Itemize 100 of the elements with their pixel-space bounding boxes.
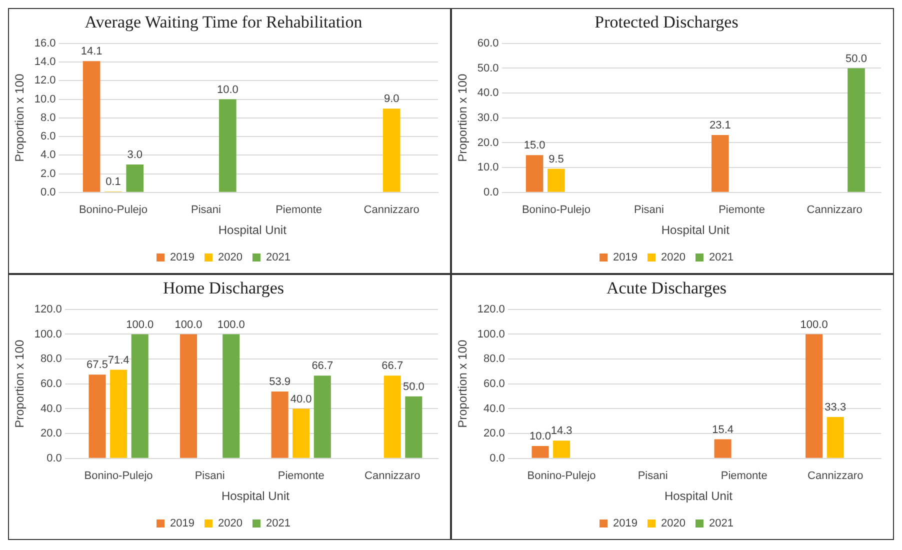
bar bbox=[219, 99, 236, 192]
y-tick-label: 60.0 bbox=[484, 378, 505, 390]
data-label: 66.7 bbox=[382, 360, 404, 372]
bar bbox=[384, 376, 401, 458]
bar bbox=[848, 68, 865, 192]
data-label: 33.3 bbox=[824, 402, 846, 414]
y-tick-label: 8.0 bbox=[40, 112, 56, 124]
x-tick-label: Piemonte bbox=[276, 204, 322, 216]
bar bbox=[82, 61, 100, 192]
y-tick-label: 100.0 bbox=[477, 328, 505, 340]
data-label: 100.0 bbox=[174, 318, 202, 331]
data-label: 15.4 bbox=[712, 424, 734, 436]
y-tick-label: 4.0 bbox=[40, 149, 56, 162]
bar bbox=[222, 334, 240, 458]
bar bbox=[532, 446, 549, 458]
x-tick-label: Bonino-Pulejo bbox=[84, 470, 153, 482]
data-label: 100.0 bbox=[126, 318, 154, 331]
bar bbox=[382, 108, 400, 192]
y-tick-label: 14.0 bbox=[34, 56, 56, 68]
legend-label: 2019 bbox=[170, 518, 195, 530]
y-axis-title: Proportion x 100 bbox=[456, 340, 470, 428]
legend-label: 2019 bbox=[170, 252, 195, 264]
x-axis-title: Hospital Unit bbox=[664, 489, 734, 504]
legend-label: 2021 bbox=[266, 518, 290, 530]
bar bbox=[110, 370, 128, 458]
legend-label: 2020 bbox=[218, 252, 242, 264]
bar bbox=[711, 135, 729, 192]
x-tick-label: Pisani bbox=[638, 470, 668, 482]
legend-label: 2019 bbox=[613, 252, 638, 264]
y-tick-label: 20.0 bbox=[484, 428, 505, 440]
data-label: 50.0 bbox=[402, 380, 424, 393]
y-tick-label: 40.0 bbox=[484, 402, 505, 415]
y-tick-label: 100.0 bbox=[34, 328, 62, 340]
legend-label: 2020 bbox=[218, 518, 242, 530]
y-tick-label: 80.0 bbox=[484, 353, 505, 366]
y-tick-label: 10.0 bbox=[34, 93, 56, 106]
bar bbox=[314, 376, 331, 458]
x-tick-label: Bonino-Pulejo bbox=[78, 204, 148, 216]
y-axis-title: Proportion x 100 bbox=[12, 340, 27, 428]
data-label: 71.4 bbox=[108, 354, 130, 366]
data-label: 9.5 bbox=[548, 153, 564, 166]
chart-title: Acute Discharges bbox=[606, 278, 727, 298]
bar bbox=[292, 408, 310, 458]
x-tick-label: Piemonte bbox=[278, 470, 324, 482]
y-tick-label: 2.0 bbox=[40, 168, 56, 180]
bar bbox=[714, 439, 732, 458]
chart-title: Home Discharges bbox=[162, 278, 284, 298]
x-tick-label: Piemonte bbox=[718, 204, 766, 216]
y-tick-label: 6.0 bbox=[40, 130, 56, 143]
y-tick-label: 60.0 bbox=[477, 37, 499, 50]
bar bbox=[526, 155, 544, 192]
bar bbox=[405, 396, 422, 458]
x-tick-label: Piemonte bbox=[720, 470, 768, 482]
legend-label: 2021 bbox=[266, 252, 290, 264]
bar bbox=[553, 440, 570, 458]
x-tick-label: Cannizzaro bbox=[364, 470, 420, 482]
data-label: 10.0 bbox=[530, 430, 551, 443]
data-label: 100.0 bbox=[800, 318, 828, 331]
x-tick-label: Cannizzaro bbox=[364, 204, 420, 216]
y-axis-title: Proportion x 100 bbox=[12, 74, 27, 162]
bar bbox=[548, 168, 565, 192]
data-label: 67.5 bbox=[86, 359, 108, 372]
legend-label: 2021 bbox=[708, 252, 734, 264]
x-tick-label: Pisani bbox=[634, 204, 664, 216]
bar bbox=[806, 334, 823, 458]
data-label: 15.0 bbox=[524, 140, 546, 152]
x-tick-label: Pisani bbox=[194, 470, 225, 482]
chart-title: Average Waiting Time for Rehabilitation bbox=[84, 12, 363, 32]
y-tick-label: 120.0 bbox=[477, 303, 505, 316]
y-axis-title: Proportion x 100 bbox=[456, 74, 470, 162]
data-label: 0.1 bbox=[106, 176, 121, 188]
data-label: 100.0 bbox=[217, 318, 245, 331]
legend-label: 2021 bbox=[708, 518, 734, 530]
legend-label: 2020 bbox=[661, 252, 686, 264]
bar bbox=[271, 391, 288, 458]
x-tick-label: Bonino-Pulejo bbox=[522, 204, 590, 216]
data-label: 10.0 bbox=[216, 84, 238, 96]
y-tick-label: 0.0 bbox=[40, 186, 56, 198]
data-label: 14.1 bbox=[80, 46, 102, 58]
chart-title: Protected Discharges bbox=[594, 12, 738, 32]
data-label: 3.0 bbox=[127, 148, 143, 161]
y-tick-label: 120.0 bbox=[34, 303, 62, 316]
y-tick-label: 10.0 bbox=[477, 162, 499, 174]
y-tick-label: 50.0 bbox=[477, 62, 499, 74]
x-tick-label: Bonino-Pulejo bbox=[527, 470, 596, 482]
data-label: 23.1 bbox=[709, 120, 731, 132]
y-tick-label: 60.0 bbox=[40, 378, 62, 390]
y-tick-label: 20.0 bbox=[40, 428, 62, 440]
data-label: 66.7 bbox=[312, 360, 334, 372]
bar bbox=[126, 164, 144, 192]
bar bbox=[826, 417, 844, 458]
data-label: 53.9 bbox=[269, 376, 291, 388]
y-tick-label: 0.0 bbox=[490, 452, 505, 464]
data-label: 14.3 bbox=[550, 425, 572, 438]
x-axis-title: Hospital Unit bbox=[218, 223, 288, 238]
y-tick-label: 40.0 bbox=[477, 87, 499, 100]
y-tick-label: 30.0 bbox=[477, 112, 499, 124]
legend-label: 2019 bbox=[613, 518, 638, 530]
y-tick-label: 40.0 bbox=[40, 402, 62, 415]
y-tick-label: 80.0 bbox=[40, 353, 62, 366]
